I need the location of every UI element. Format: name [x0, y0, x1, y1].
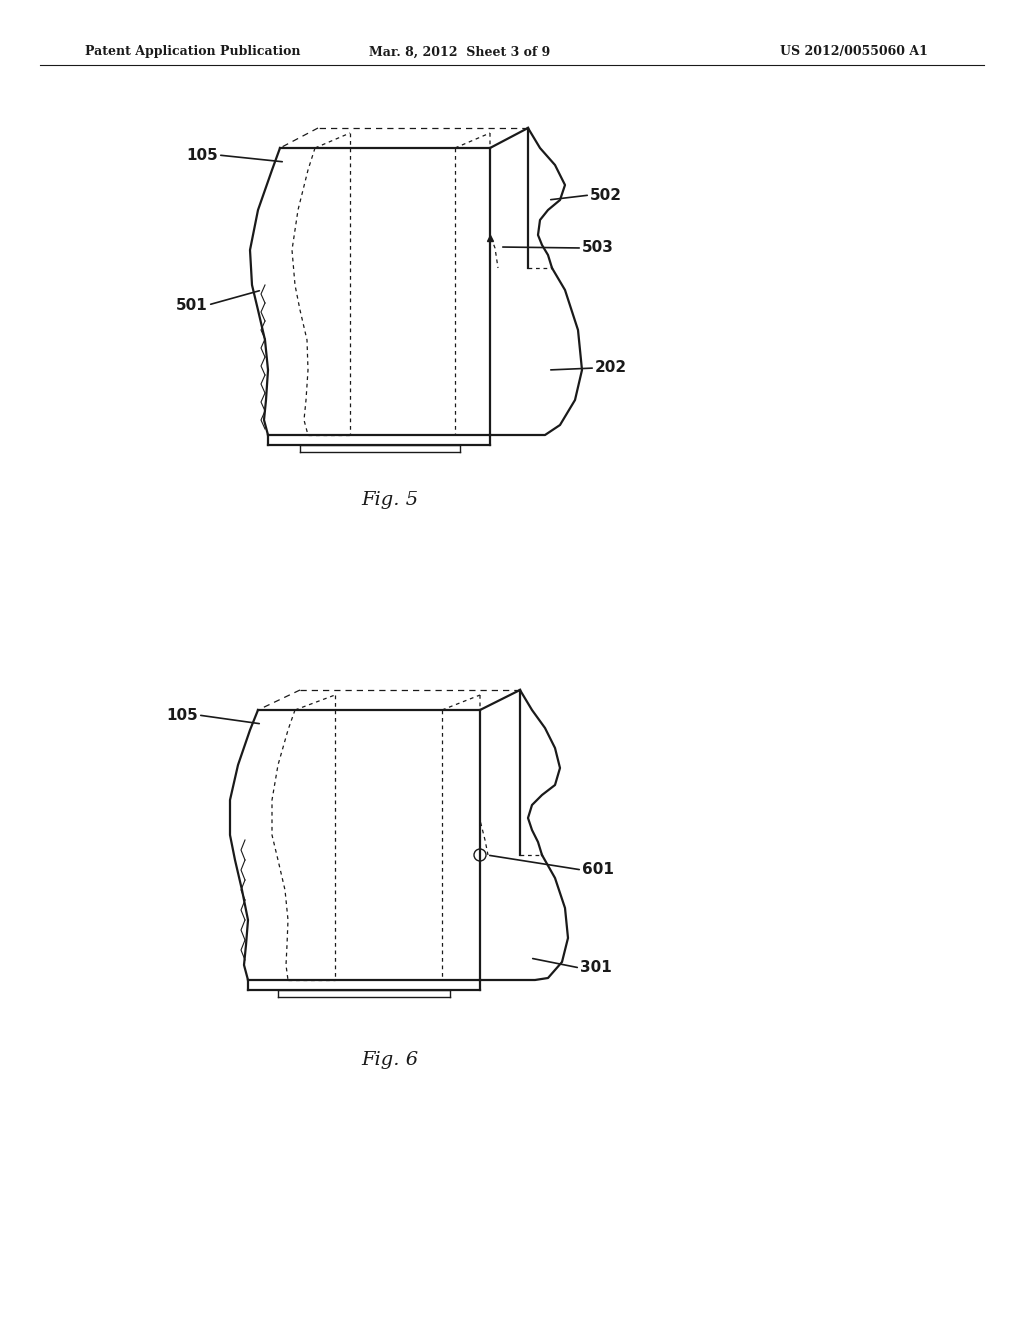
- Text: 502: 502: [590, 187, 622, 202]
- Text: 601: 601: [582, 862, 613, 878]
- Text: 105: 105: [166, 708, 198, 722]
- Text: Mar. 8, 2012  Sheet 3 of 9: Mar. 8, 2012 Sheet 3 of 9: [370, 45, 551, 58]
- Text: 501: 501: [176, 297, 208, 313]
- Text: Fig. 5: Fig. 5: [361, 491, 419, 510]
- Text: 301: 301: [580, 961, 611, 975]
- Text: 105: 105: [186, 148, 218, 162]
- Text: 503: 503: [582, 240, 613, 256]
- Text: Fig. 6: Fig. 6: [361, 1051, 419, 1069]
- Text: 202: 202: [595, 360, 627, 375]
- Text: Patent Application Publication: Patent Application Publication: [85, 45, 300, 58]
- Text: US 2012/0055060 A1: US 2012/0055060 A1: [780, 45, 928, 58]
